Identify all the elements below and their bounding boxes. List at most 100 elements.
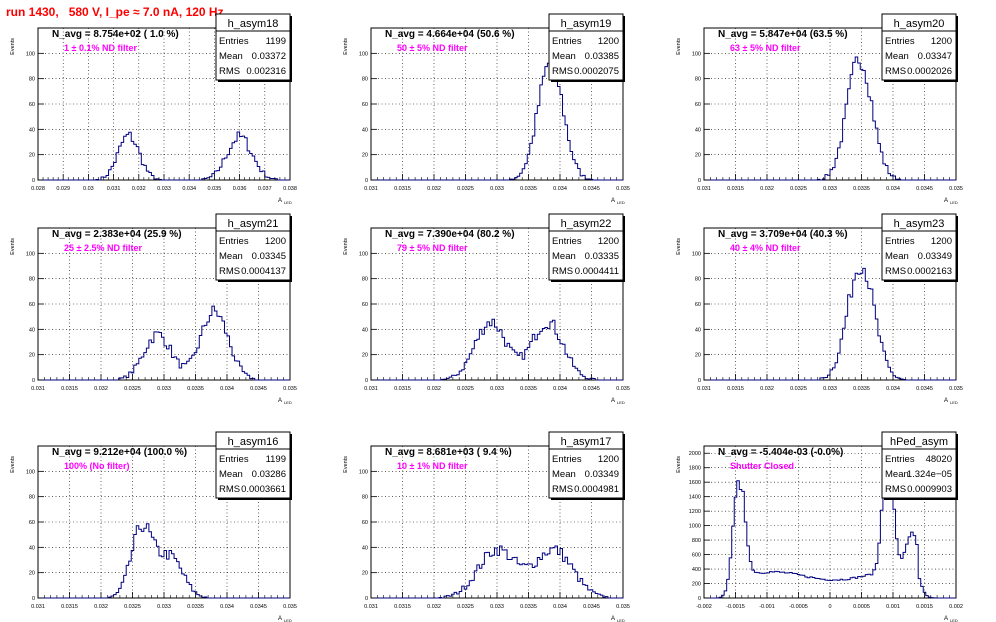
x-tick-label: 0.0315	[61, 386, 78, 392]
y-tick-label: 20	[362, 571, 368, 577]
x-tick-label: 0.0345	[250, 386, 267, 392]
stats-key: Entries	[552, 236, 582, 247]
stats-key: RMS	[219, 484, 240, 495]
x-tick-label: 0.0015	[916, 604, 933, 610]
x-tick-label: 0.0315	[727, 386, 744, 392]
stats-box	[881, 13, 957, 81]
x-tick-label: 0.0345	[583, 604, 600, 610]
x-tick-label: 0.0325	[457, 386, 474, 392]
y-tick-label: 60	[29, 520, 35, 526]
x-tick-label: 0.0335	[520, 604, 537, 610]
stats-value: 0.0004981	[574, 484, 619, 495]
stats-box	[548, 213, 624, 281]
navg-label: N_avg = -5.404e-03 (-0.0%)	[718, 447, 843, 458]
x-tick-label: 0.034	[553, 386, 567, 392]
y-axis-title: Events	[343, 238, 349, 255]
stats-key: RMS	[552, 266, 573, 277]
x-tick-label: 0.034	[182, 186, 196, 192]
y-tick-label: 200	[692, 582, 701, 588]
y-tick-label: 20	[695, 353, 701, 359]
x-tick-label: 0.032	[760, 186, 774, 192]
y-tick-label: 80	[695, 77, 701, 83]
histogram-name: h_asym17	[561, 436, 612, 448]
filter-label: 50 ± 5% ND filter	[397, 43, 468, 53]
stats-key: Entries	[552, 36, 582, 47]
x-axis-title: A	[944, 198, 948, 204]
x-tick-label: 0.033	[157, 604, 171, 610]
stats-value: 1200	[598, 36, 619, 47]
y-axis-title: Events	[676, 238, 682, 255]
stats-key: RMS	[219, 266, 240, 277]
x-tick-label: 0.031	[31, 604, 45, 610]
stats-value: 0.0004411	[575, 266, 619, 277]
filter-label: Shutter Closed	[730, 461, 794, 471]
x-tick-label: 0.031	[107, 186, 121, 192]
x-tick-label: 0.034	[886, 386, 900, 392]
y-axis-title: Events	[10, 238, 16, 255]
stats-key: Entries	[552, 454, 582, 465]
stats-key: Mean	[885, 251, 909, 262]
x-tick-label: 0	[828, 604, 831, 610]
histogram-name: h_asym20	[894, 18, 945, 30]
x-axis-title: A	[278, 616, 282, 622]
y-tick-label: 0	[698, 378, 701, 384]
x-tick-label: 0.034	[553, 604, 567, 610]
filter-label: 1 ± 0.1% ND filter	[64, 43, 137, 53]
filter-label: 25 ± 2.5% ND filter	[64, 243, 142, 253]
histogram-name: h_asym21	[228, 218, 279, 230]
y-axis-title: Events	[10, 38, 16, 55]
histogram-h_asym23: 0.031 0.0315 0.032 0.0325 0.033 0.0335 0.034 0.…	[676, 213, 963, 405]
y-tick-label: 60	[362, 302, 368, 308]
y-tick-label: 80	[362, 77, 368, 83]
y-tick-label: 1400	[689, 495, 701, 501]
y-tick-label: 20	[29, 571, 35, 577]
filter-label: 40 ± 4% ND filter	[730, 243, 801, 253]
histogram-line	[704, 56, 956, 181]
stats-value: 1.324e−05	[907, 469, 952, 480]
y-tick-label: 0	[32, 378, 35, 384]
y-tick-label: 40	[29, 545, 35, 551]
x-tick-label: 0.032	[427, 186, 441, 192]
stats-box	[215, 431, 291, 499]
y-tick-label: 2000	[689, 451, 701, 457]
x-tick-label: 0.033	[490, 604, 504, 610]
x-tick-label: 0.0345	[916, 186, 933, 192]
x-axis-title-subscript: LED	[284, 200, 292, 205]
y-tick-label: 1600	[689, 480, 701, 486]
y-tick-label: 60	[29, 302, 35, 308]
x-axis-title: A	[944, 616, 948, 622]
x-axis-title-subscript: LED	[617, 618, 625, 622]
x-tick-label: 0.0345	[583, 186, 600, 192]
navg-label: N_avg = 2.383e+04 (25.9 %)	[52, 229, 182, 240]
y-tick-label: 80	[362, 277, 368, 283]
y-tick-label: 80	[695, 277, 701, 283]
x-tick-label: 0.0005	[853, 604, 870, 610]
filter-label: 10 ± 1% ND filter	[397, 461, 468, 471]
stats-key: Entries	[219, 36, 249, 47]
histogram-line	[371, 318, 623, 381]
x-axis-title-subscript: LED	[950, 618, 958, 622]
stats-value: 0.03372	[252, 51, 286, 62]
y-tick-label: 60	[362, 102, 368, 108]
stats-value: 1199	[266, 454, 286, 465]
stats-value: 0.0009903	[907, 484, 952, 495]
x-tick-label: 0.032	[427, 386, 441, 392]
y-tick-label: 20	[29, 153, 35, 159]
x-tick-label: 0.035	[616, 604, 630, 610]
x-tick-label: 0.033	[823, 386, 837, 392]
x-tick-label: 0.0335	[520, 386, 537, 392]
histogram-name: h_asym22	[561, 218, 612, 230]
navg-label: N_avg = 4.664e+04 (50.6 %)	[385, 29, 515, 40]
histogram-name: hPed_asym	[890, 436, 948, 448]
y-tick-label: 0	[365, 378, 368, 384]
x-tick-label: 0.035	[616, 386, 630, 392]
stats-box	[548, 13, 624, 81]
histogram-h_asym16: 0.031 0.0315 0.032 0.0325 0.033 0.0335 0.034 0.…	[10, 431, 297, 622]
y-tick-label: 400	[692, 567, 701, 573]
y-tick-label: 20	[29, 353, 35, 359]
stats-box	[215, 13, 291, 81]
filter-label: 63 ± 5% ND filter	[730, 43, 801, 53]
stats-value: 0.002316	[246, 66, 286, 77]
x-tick-label: 0.033	[490, 386, 504, 392]
stats-value: 1199	[266, 36, 286, 47]
